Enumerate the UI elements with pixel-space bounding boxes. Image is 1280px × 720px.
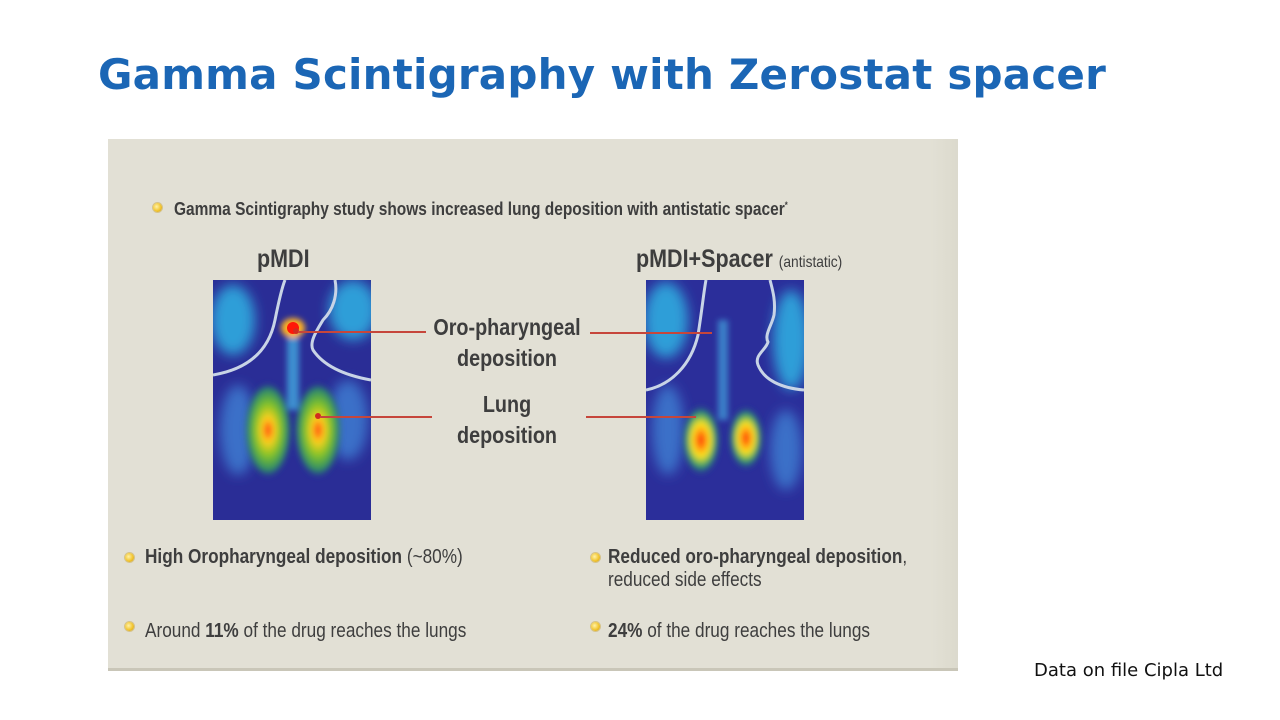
scintigraphy-figure: Gamma Scintigraphy study shows increased… [108, 139, 958, 671]
note-spacer-lungs: 24% of the drug reaches the lungs [608, 620, 870, 643]
lung-leader-right [586, 416, 696, 418]
heading-pmdi: pMDI [257, 245, 310, 273]
lung-leader-dot-left [315, 413, 321, 419]
oro-callout-line1: Oro-pharyngeal [433, 314, 581, 340]
oro-leader-dot-left [293, 328, 299, 334]
slide-title: Gamma Scintigraphy with Zerostat spacer [98, 50, 1107, 99]
oro-pharyngeal-callout: Oro-pharyngeal deposition [421, 312, 593, 374]
bullet-icon [125, 553, 134, 562]
footnote-mark: * [784, 200, 788, 210]
note-pmdi-lungs-bold: 11% [205, 620, 239, 642]
lung-callout: Lung deposition [421, 389, 593, 451]
lung-callout-line2: deposition [456, 422, 558, 448]
heading-pmdi-spacer-sub: (antistatic) [778, 254, 843, 271]
note-pmdi-lungs: Around 11% of the drug reaches the lungs [145, 620, 466, 643]
source-footnote: Data on file Cipla Ltd [1034, 660, 1224, 681]
note-pmdi-oropharyngeal-bold: High Oropharyngeal deposition [145, 546, 403, 568]
note-pmdi-oropharyngeal: High Oropharyngeal deposition (~80%) [145, 546, 463, 569]
heading-pmdi-spacer-main: pMDI+Spacer [636, 245, 773, 273]
note-spacer-lungs-bold: 24% [608, 620, 643, 642]
bullet-icon [591, 553, 600, 562]
note-spacer-oropharyngeal-tail: , [902, 546, 908, 568]
figure-intro: Gamma Scintigraphy study shows increased… [174, 199, 788, 220]
note-pmdi-oropharyngeal-rest: (~80%) [402, 546, 463, 568]
figure-intro-text: Gamma Scintigraphy study shows increased… [174, 199, 785, 219]
bullet-icon [125, 622, 134, 631]
note-spacer-lungs-post: of the drug reaches the lungs [642, 620, 871, 642]
oro-callout-line2: deposition [456, 345, 558, 371]
heading-pmdi-spacer: pMDI+Spacer (antistatic) [636, 245, 842, 274]
note-spacer-oropharyngeal: Reduced oro-pharyngeal deposition, reduc… [608, 546, 907, 592]
scan-image-pmdi-spacer [646, 280, 804, 520]
note-spacer-side-effects: reduced side effects [608, 569, 762, 591]
panel-edge-shade [930, 139, 958, 668]
note-pmdi-lungs-post: of the drug reaches the lungs [238, 620, 467, 642]
bullet-icon [591, 622, 600, 631]
oro-leader-left [298, 331, 426, 333]
oro-leader-right [590, 332, 712, 334]
lung-leader-left [320, 416, 432, 418]
lung-callout-line1: Lung [482, 391, 532, 417]
scan-image-pmdi [213, 280, 371, 520]
note-spacer-oropharyngeal-bold: Reduced oro-pharyngeal deposition [608, 546, 903, 568]
note-pmdi-lungs-pre: Around [145, 620, 206, 642]
bullet-icon [153, 203, 162, 212]
